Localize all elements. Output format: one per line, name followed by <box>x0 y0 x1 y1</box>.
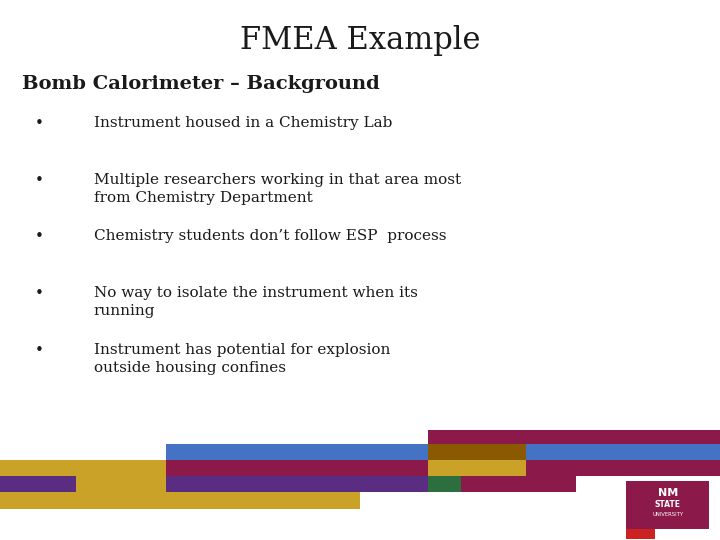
Text: •: • <box>35 286 44 301</box>
Text: Instrument has potential for explosion
outside housing confines: Instrument has potential for explosion o… <box>94 343 390 375</box>
Text: •: • <box>35 173 44 188</box>
Bar <box>0 460 166 476</box>
Bar <box>526 460 720 476</box>
Text: Instrument housed in a Chemistry Lab: Instrument housed in a Chemistry Lab <box>94 116 392 130</box>
Bar <box>428 430 720 444</box>
Bar <box>166 444 428 460</box>
Text: •: • <box>35 230 44 245</box>
Text: Multiple researchers working in that area most
from Chemistry Department: Multiple researchers working in that are… <box>94 173 461 205</box>
Text: FMEA Example: FMEA Example <box>240 25 480 56</box>
Text: UNIVERSITY: UNIVERSITY <box>652 512 683 517</box>
Text: NM: NM <box>657 488 678 498</box>
Bar <box>526 444 720 460</box>
Bar <box>428 460 526 476</box>
Text: STATE: STATE <box>654 501 681 509</box>
Bar <box>166 476 428 492</box>
FancyBboxPatch shape <box>626 529 655 539</box>
Text: •: • <box>35 116 44 131</box>
Text: No way to isolate the instrument when its
running: No way to isolate the instrument when it… <box>94 286 418 318</box>
Text: Chemistry students don’t follow ESP  process: Chemistry students don’t follow ESP proc… <box>94 230 446 244</box>
Bar <box>428 444 526 460</box>
Bar <box>166 492 360 509</box>
Bar <box>428 476 461 492</box>
Bar <box>166 460 428 476</box>
Bar <box>0 476 76 492</box>
Text: •: • <box>35 343 44 358</box>
Bar <box>626 481 709 529</box>
Bar <box>76 476 166 492</box>
Bar <box>461 476 576 492</box>
Text: Bomb Calorimeter – Background: Bomb Calorimeter – Background <box>22 75 379 93</box>
Bar <box>0 492 166 509</box>
